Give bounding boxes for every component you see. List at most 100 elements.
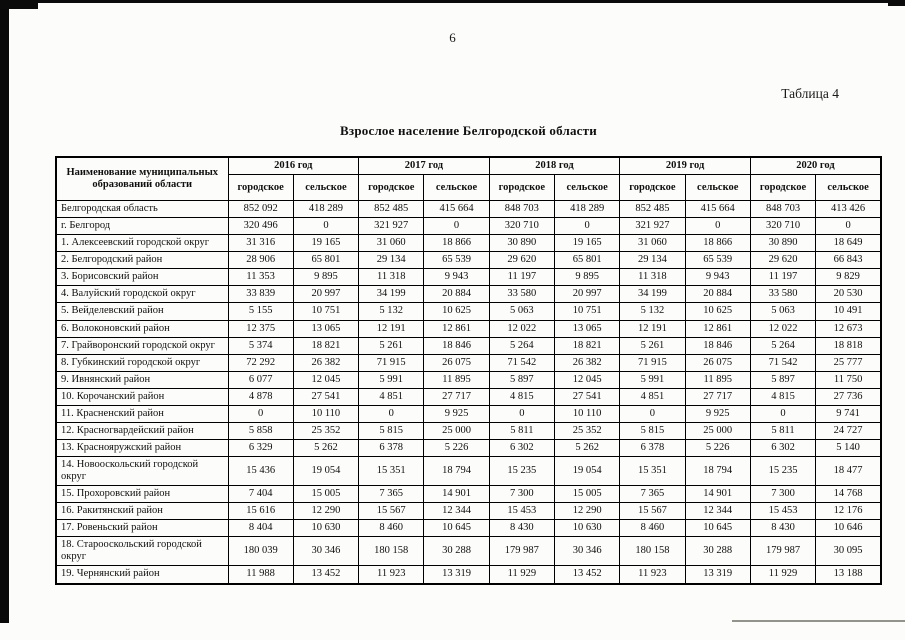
population-value: 5 261 bbox=[619, 336, 686, 355]
municipality-name: 9. Ивнянский район bbox=[55, 370, 229, 389]
population-value: 72 292 bbox=[227, 353, 294, 372]
population-value: 321 927 bbox=[619, 217, 686, 236]
population-value: 30 288 bbox=[423, 536, 490, 567]
column-header-name: Наименование муниципальных образований о… bbox=[55, 156, 229, 202]
population-value: 11 929 bbox=[749, 565, 817, 584]
municipality-name: 13. Краснояружский район bbox=[55, 438, 229, 458]
table-row: Белгородская область 852 092 418 289 852 48… bbox=[55, 200, 882, 219]
population-value: 33 839 bbox=[227, 285, 294, 304]
table-row: 2. Белгородский район 28 906 65 801 29 134 6… bbox=[55, 251, 882, 270]
population-value: 6 378 bbox=[358, 438, 425, 458]
table-row: 18. Старооскольский городской округ 180 0… bbox=[55, 536, 882, 567]
population-value: 852 485 bbox=[358, 200, 425, 219]
population-value: 6 302 bbox=[488, 438, 555, 458]
population-value: 15 436 bbox=[227, 455, 294, 487]
population-value: 11 923 bbox=[358, 565, 425, 584]
table-row: 16. Ракитянский район 15 616 12 290 15 567 1… bbox=[55, 502, 882, 521]
population-value: 29 134 bbox=[619, 251, 686, 270]
population-value: 852 092 bbox=[227, 200, 294, 219]
population-value: 12 045 bbox=[553, 370, 621, 389]
population-value: 12 673 bbox=[815, 319, 882, 338]
subheader-rural: сельское bbox=[423, 174, 490, 202]
population-value: 180 039 bbox=[227, 536, 294, 567]
scan-artifact-left-edge bbox=[0, 0, 9, 623]
population-value: 5 132 bbox=[358, 302, 425, 321]
municipality-name: Белгородская область bbox=[55, 200, 229, 219]
population-value: 8 430 bbox=[749, 519, 817, 538]
population-value: 11 197 bbox=[749, 268, 817, 287]
population-value: 12 022 bbox=[488, 319, 555, 338]
page-number: 6 bbox=[449, 30, 456, 45]
subheader-rural: сельское bbox=[292, 174, 360, 202]
population-value: 6 077 bbox=[227, 370, 294, 389]
population-value: 11 197 bbox=[488, 268, 555, 287]
population-value: 27 717 bbox=[423, 387, 490, 406]
population-value: 25 000 bbox=[423, 421, 490, 440]
column-header-year-2019: 2019 год bbox=[619, 156, 751, 176]
population-value: 65 539 bbox=[684, 251, 751, 270]
population-value: 30 346 bbox=[292, 536, 360, 567]
population-value: 7 300 bbox=[749, 485, 817, 504]
population-value: 11 923 bbox=[619, 565, 686, 584]
municipality-name: 12. Красногвардейский район bbox=[55, 421, 229, 440]
table-row: 7. Грайворонский городской округ 5 374 18 … bbox=[55, 336, 882, 355]
municipality-name: 19. Чернянский район bbox=[55, 565, 229, 584]
population-value: 25 352 bbox=[553, 421, 621, 440]
population-value: 9 925 bbox=[684, 404, 751, 423]
population-value: 7 404 bbox=[227, 485, 294, 504]
subheader-rural: сельское bbox=[553, 174, 621, 202]
population-value: 15 351 bbox=[619, 455, 686, 487]
population-value: 18 846 bbox=[423, 336, 490, 355]
population-value: 11 895 bbox=[423, 370, 490, 389]
table-row: 9. Ивнянский район 6 077 12 045 5 991 11 895… bbox=[55, 370, 882, 389]
population-value: 12 290 bbox=[292, 502, 360, 521]
population-value: 5 262 bbox=[553, 438, 621, 458]
table-row: 10. Корочанский район 4 878 27 541 4 851 27 … bbox=[55, 387, 882, 406]
population-value: 0 bbox=[684, 217, 751, 236]
population-value: 11 318 bbox=[619, 268, 686, 287]
table-row: 1. Алексеевский городской округ 31 316 19 … bbox=[55, 234, 882, 253]
population-value: 31 060 bbox=[619, 234, 686, 253]
population-value: 15 616 bbox=[227, 502, 294, 521]
population-value: 15 005 bbox=[292, 485, 360, 504]
population-value: 5 140 bbox=[815, 438, 882, 458]
population-value: 848 703 bbox=[749, 200, 817, 219]
population-value: 65 539 bbox=[423, 251, 490, 270]
population-value: 5 132 bbox=[619, 302, 686, 321]
population-value: 4 815 bbox=[488, 387, 555, 406]
population-value: 27 541 bbox=[553, 387, 621, 406]
population-value: 15 005 bbox=[553, 485, 621, 504]
population-value: 27 736 bbox=[815, 387, 882, 406]
population-value: 11 750 bbox=[815, 370, 882, 389]
subheader-rural: сельское bbox=[815, 174, 882, 202]
municipality-name: 8. Губкинский городской округ bbox=[55, 353, 229, 372]
population-value: 18 794 bbox=[423, 455, 490, 487]
population-value: 24 727 bbox=[815, 421, 882, 440]
scan-artifact-top-left bbox=[0, 0, 38, 9]
population-value: 0 bbox=[358, 404, 425, 423]
population-value: 15 351 bbox=[358, 455, 425, 487]
population-value: 11 353 bbox=[227, 268, 294, 287]
population-value: 30 890 bbox=[749, 234, 817, 253]
population-value: 12 375 bbox=[227, 319, 294, 338]
population-value: 18 477 bbox=[815, 455, 882, 487]
population-value: 26 075 bbox=[423, 353, 490, 372]
population-value: 29 620 bbox=[488, 251, 555, 270]
population-value: 10 751 bbox=[553, 302, 621, 321]
population-value: 418 289 bbox=[553, 200, 621, 219]
municipality-name: 18. Старооскольский городской округ bbox=[55, 536, 229, 567]
population-value: 10 625 bbox=[684, 302, 751, 321]
population-value: 12 176 bbox=[815, 502, 882, 521]
population-value: 415 664 bbox=[684, 200, 751, 219]
population-value: 26 075 bbox=[684, 353, 751, 372]
table-row: 12. Красногвардейский район 5 858 25 352 5 … bbox=[55, 421, 882, 440]
population-value: 12 861 bbox=[684, 319, 751, 338]
document-title: Взрослое население Белгородской области bbox=[340, 123, 597, 138]
column-header-year-2020: 2020 год bbox=[749, 156, 882, 176]
population-value: 12 344 bbox=[423, 502, 490, 521]
population-value: 12 861 bbox=[423, 319, 490, 338]
municipality-name: 10. Корочанский район bbox=[55, 387, 229, 406]
population-value: 4 851 bbox=[619, 387, 686, 406]
population-value: 5 226 bbox=[684, 438, 751, 458]
